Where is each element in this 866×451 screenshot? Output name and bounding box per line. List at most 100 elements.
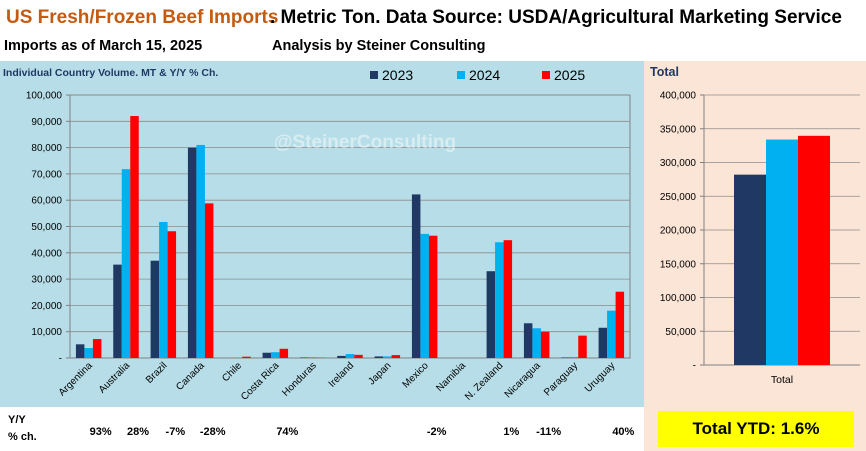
yoy-value: -11% — [536, 426, 562, 438]
bar-2023-honduras — [299, 357, 309, 358]
y-tick-label: 30,000 — [31, 275, 62, 286]
yoy-value: -28% — [199, 426, 226, 438]
total-bar-2024 — [766, 139, 798, 365]
category-label: Nicaragua — [503, 360, 543, 400]
bar-2024-mexico — [420, 233, 429, 358]
total-ytd-badge: Total YTD: 1.6% — [658, 411, 854, 447]
total-chart-title: Total — [650, 65, 679, 79]
y-tick-label: 80,000 — [31, 143, 62, 154]
yoy-value: 28% — [126, 426, 150, 438]
yoy-value: -2% — [426, 426, 447, 438]
category-label: Brazil — [144, 360, 169, 385]
country-chart-title: Individual Country Volume. MT & Y/Y % Ch… — [3, 67, 219, 79]
bar-2023-mexico — [411, 194, 421, 358]
bar-2025-brazil — [167, 231, 177, 358]
bar-2025-n-zealand — [503, 240, 513, 358]
bar-2025-ireland — [354, 354, 363, 358]
bar-2023-costa-rica — [262, 352, 272, 358]
bar-2025-chile — [242, 356, 251, 358]
bar-2024-brazil — [159, 222, 168, 358]
total-bar-2025 — [798, 135, 830, 365]
y-tick-label: - — [693, 361, 696, 372]
page-title: US Fresh/Frozen Beef Imports — [6, 7, 279, 28]
bar-2025-mexico — [428, 235, 438, 358]
category-label: Uruguay — [583, 360, 618, 395]
bar-2024-costa-rica — [271, 352, 280, 358]
y-tick-label: 350,000 — [660, 124, 697, 135]
legend-swatch-2024 — [457, 71, 465, 79]
category-label: Namibia — [434, 360, 468, 394]
category-label: Japan — [366, 360, 393, 387]
category-label: Canada — [174, 360, 207, 393]
total-volume-chart: - 50,000 100,000 150,000 200,000 250,000 300,0… — [660, 91, 860, 386]
category-label: N. Zealand — [463, 360, 505, 402]
bar-2025-japan — [391, 355, 401, 358]
page-title-details: . Metric Ton. Data Source: USDA/Agricult… — [270, 7, 842, 28]
y-tick-label: 100,000 — [660, 293, 697, 304]
y-tick-label: 200,000 — [660, 226, 697, 237]
yoy-label-line1: Y/Y — [8, 414, 26, 426]
y-tick-label: 50,000 — [665, 327, 696, 338]
y-tick-label: 20,000 — [31, 301, 62, 312]
title-bar: US Fresh/Frozen Beef Imports. Metric Ton… — [0, 0, 866, 34]
bar-2023-paraguay — [561, 357, 570, 358]
bar-2023-australia — [113, 264, 122, 358]
category-label: Argentina — [57, 360, 95, 398]
category-label: Costa Rica — [239, 360, 282, 403]
bar-2024-honduras — [308, 357, 317, 358]
bar-2024-nicaragua — [532, 328, 541, 358]
legend-label-2024: 2024 — [469, 67, 500, 83]
y-tick-label: - — [59, 354, 62, 365]
yoy-value: 40% — [612, 426, 635, 438]
bar-2023-japan — [374, 356, 384, 358]
category-label: Paraguay — [542, 360, 580, 398]
bar-2024-canada — [196, 144, 205, 358]
yoy-row — [0, 407, 644, 451]
bar-2024-uruguay — [607, 310, 616, 358]
category-label: Australia — [97, 360, 133, 396]
bar-2024-chile — [233, 357, 243, 358]
yoy-value: 93% — [89, 426, 112, 438]
y-tick-label: 60,000 — [31, 196, 62, 207]
y-tick-label: 90,000 — [31, 117, 62, 128]
category-label: Chile — [220, 360, 244, 384]
bar-2024-australia — [121, 169, 131, 358]
bar-2023-ireland — [337, 355, 346, 358]
legend-label-2025: 2025 — [554, 67, 585, 83]
subheader-bar: Imports as of March 15, 2025 Analysis by… — [0, 34, 866, 60]
bar-2023-argentina — [75, 344, 85, 358]
category-label: Total — [771, 374, 793, 386]
y-tick-label: 50,000 — [31, 222, 62, 233]
yoy-value: 1% — [503, 426, 520, 438]
bar-2025-australia — [130, 116, 139, 358]
bar-2025-argentina — [92, 339, 102, 358]
bar-2024-argentina — [84, 348, 93, 358]
bar-2025-canada — [204, 203, 214, 358]
bar-2024-n-zealand — [495, 242, 504, 358]
yoy-value: 74% — [276, 426, 299, 438]
y-tick-label: 40,000 — [31, 248, 62, 259]
legend-swatch-2023 — [370, 71, 378, 79]
legend-label-2023: 2023 — [382, 67, 413, 83]
y-tick-label: 10,000 — [31, 327, 62, 338]
analysis-credit: Analysis by Steiner Consulting — [272, 38, 486, 54]
bar-2023-canada — [187, 147, 197, 358]
category-label: Honduras — [280, 360, 318, 398]
bar-2025-paraguay — [578, 335, 587, 358]
yoy-value: -7% — [165, 426, 186, 438]
y-tick-label: 400,000 — [660, 91, 697, 102]
country-volume-chart: - 10,000 20,000 30,000 40,000 50,000 60,000 70,… — [26, 67, 631, 403]
as-of-date: Imports as of March 15, 2025 — [4, 38, 203, 54]
bar-2023-uruguay — [598, 327, 608, 358]
bar-2025-costa-rica — [279, 348, 289, 358]
y-tick-label: 150,000 — [660, 259, 697, 270]
y-tick-label: 100,000 — [26, 91, 63, 102]
category-label: Mexico — [401, 360, 431, 390]
bar-2023-nicaragua — [523, 323, 533, 358]
bar-2024-japan — [383, 356, 392, 358]
yoy-label-line2: % ch. — [8, 431, 37, 443]
bar-2024-paraguay — [569, 356, 579, 358]
y-tick-label: 70,000 — [31, 169, 62, 180]
category-label: Ireland — [327, 360, 356, 389]
watermark-text: @SteinerConsulting — [274, 132, 456, 153]
